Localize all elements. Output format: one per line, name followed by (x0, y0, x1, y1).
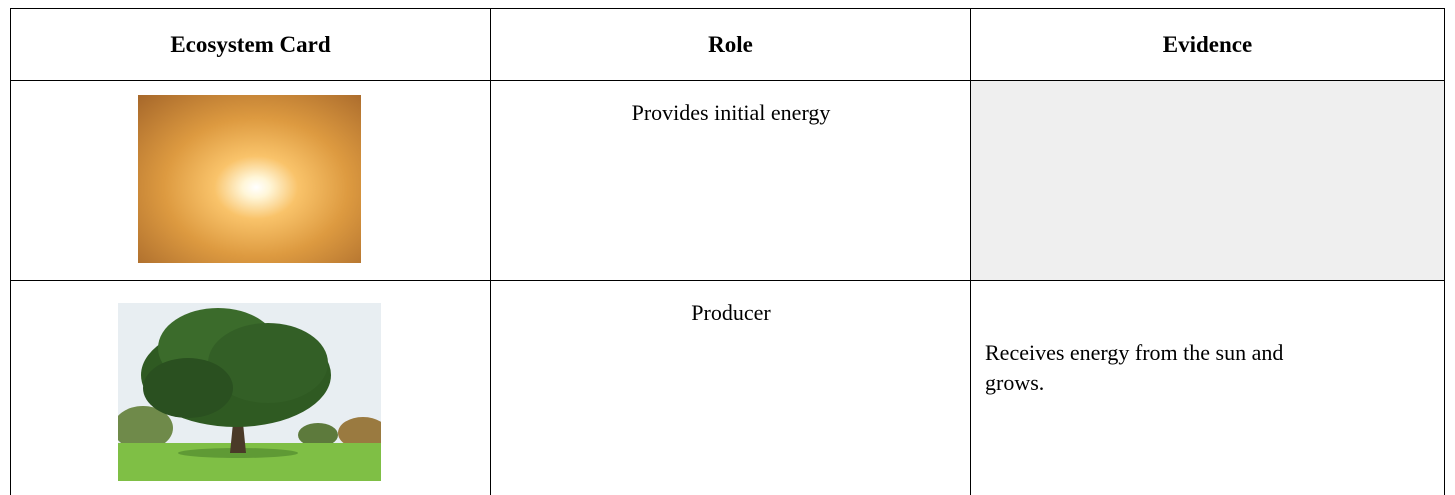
header-cell: Role (490, 8, 970, 80)
tree-image (118, 303, 381, 481)
header-cell: Evidence (970, 8, 1445, 80)
evidence-cell (970, 80, 1445, 280)
card-cell (10, 280, 490, 495)
sun-image (138, 95, 361, 263)
role-cell: Provides initial energy (490, 80, 970, 280)
role-text: Provides initial energy (631, 100, 831, 125)
role-cell: Producer (490, 280, 970, 495)
card-cell (10, 80, 490, 280)
evidence-cell: Receives energy from the sun and grows. (970, 280, 1445, 495)
header-cell: Ecosystem Card (10, 8, 490, 80)
role-text: Producer (691, 300, 771, 325)
evidence-text: Receives energy from the sun and grows. (985, 340, 1284, 395)
